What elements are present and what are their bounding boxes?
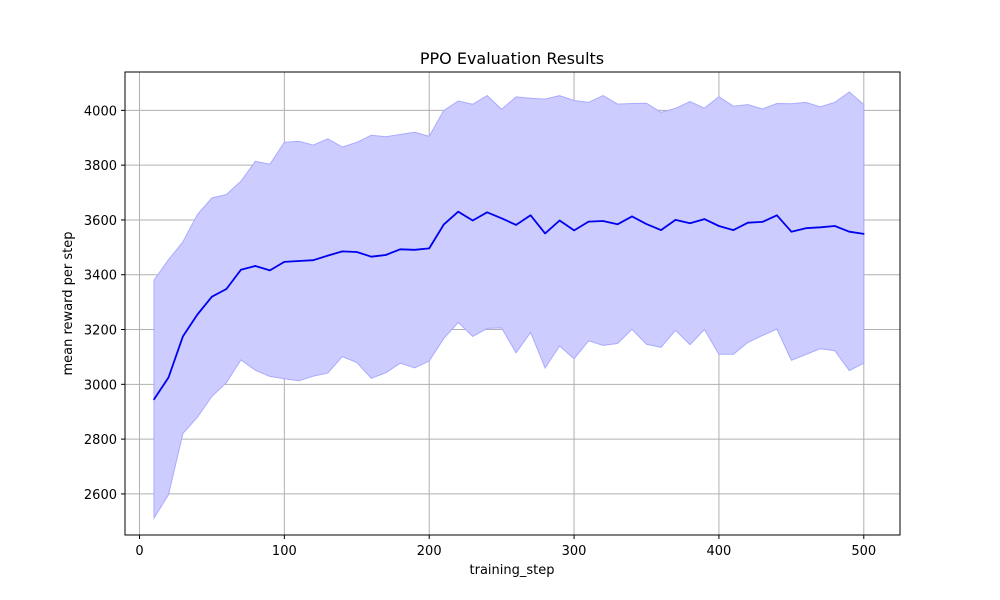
data-point — [413, 249, 416, 251]
data-point — [312, 259, 315, 262]
data-point — [573, 229, 575, 232]
data-point — [703, 218, 706, 220]
y-tick-label: 4000 — [84, 104, 117, 119]
data-point — [529, 214, 532, 217]
data-point — [283, 261, 286, 263]
x-tick-label: 0 — [135, 544, 143, 559]
data-point — [776, 214, 778, 217]
data-point — [631, 215, 633, 218]
confidence-band — [153, 91, 865, 520]
data-point — [254, 265, 257, 267]
data-point — [558, 219, 561, 222]
y-axis-label: mean reward per step — [61, 231, 76, 375]
x-tick-label: 500 — [851, 544, 876, 559]
data-point — [790, 230, 793, 233]
data-point — [862, 233, 865, 235]
data-point — [848, 230, 851, 233]
chart-title: PPO Evaluation Results — [420, 49, 604, 68]
data-point — [167, 376, 170, 379]
data-point — [196, 313, 199, 316]
data-point — [341, 250, 344, 253]
data-point — [747, 221, 749, 224]
data-point — [500, 217, 503, 220]
y-tick-label: 3400 — [84, 269, 117, 284]
data-point — [428, 247, 431, 250]
data-point — [486, 211, 488, 214]
data-point — [153, 398, 155, 401]
y-tick-label: 3000 — [84, 378, 117, 393]
data-point — [399, 248, 402, 251]
data-point — [834, 225, 836, 227]
data-point — [182, 335, 184, 338]
mean-line-group — [153, 210, 865, 401]
std-band-area — [153, 91, 865, 520]
y-tick-label: 2800 — [84, 433, 117, 448]
data-point — [718, 225, 720, 227]
data-point — [819, 226, 822, 229]
data-point — [544, 232, 546, 235]
data-point — [225, 288, 228, 290]
x-tick-label: 200 — [417, 544, 442, 559]
data-point — [689, 222, 691, 225]
y-axis-ticks: 2600 2800 3000 3200 3400 3600 3800 4000 — [84, 104, 125, 503]
data-point — [240, 269, 242, 271]
y-tick-label: 3600 — [84, 214, 117, 229]
data-point — [442, 223, 445, 226]
data-point — [515, 224, 517, 226]
data-point — [298, 260, 300, 262]
mean-reward-line — [153, 210, 864, 400]
y-tick-label: 3800 — [84, 159, 117, 174]
data-point — [674, 219, 677, 221]
x-tick-label: 100 — [272, 544, 297, 559]
y-tick-label: 2600 — [84, 488, 117, 503]
data-point — [355, 251, 358, 253]
plot-frame — [124, 71, 901, 536]
data-point — [616, 223, 619, 226]
x-axis-label: training_step — [470, 563, 555, 578]
data-point — [457, 210, 459, 213]
data-point — [602, 220, 604, 222]
data-point — [471, 219, 474, 222]
data-point — [384, 254, 387, 256]
data-point — [805, 227, 807, 229]
data-point — [645, 223, 648, 225]
data-point — [370, 255, 373, 258]
data-point — [269, 269, 271, 272]
data-point — [211, 295, 213, 298]
y-tick-label: 3200 — [84, 324, 117, 339]
x-axis-ticks: 0 100 200 300 400 500 — [135, 535, 876, 559]
data-point — [732, 229, 735, 231]
data-point — [761, 221, 764, 223]
x-tick-label: 400 — [707, 544, 732, 559]
data-point — [327, 254, 329, 257]
data-point — [587, 220, 590, 223]
data-point — [660, 229, 662, 231]
x-tick-label: 300 — [562, 544, 587, 559]
